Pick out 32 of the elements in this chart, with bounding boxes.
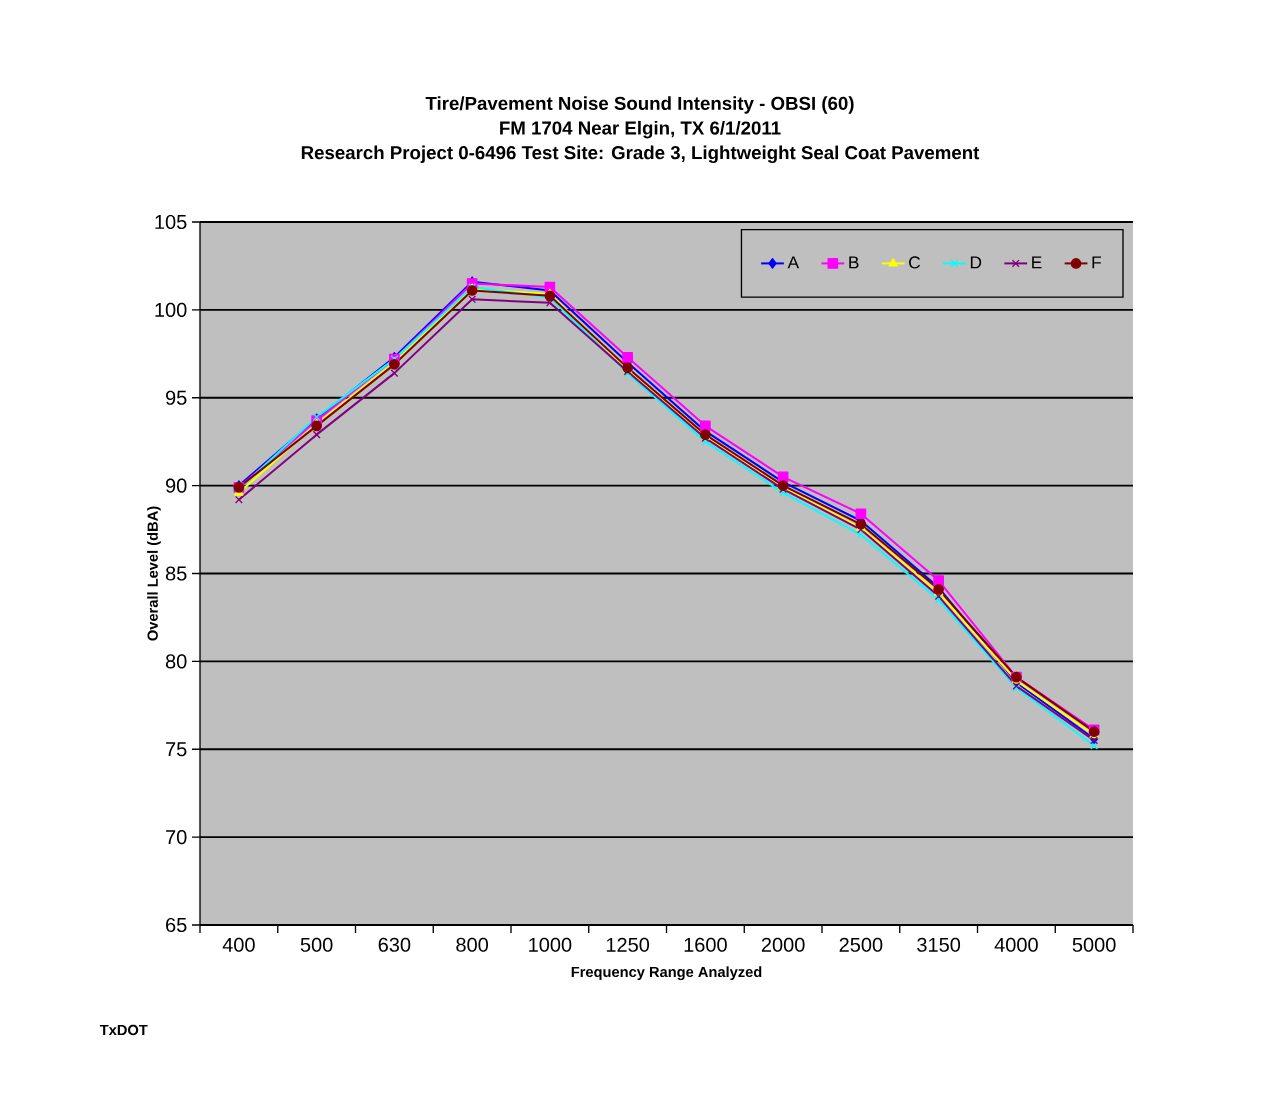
legend-label: C <box>909 256 921 269</box>
chart-title: Tire/Pavement Noise Sound Intensity - OBSI (60) <box>425 96 854 114</box>
y-tick-label: 105 <box>155 214 187 230</box>
x-tick-label: 1250 <box>606 937 650 952</box>
y-axis-title: Overall Level (dBA) <box>147 506 161 641</box>
y-tick-label: 100 <box>155 302 187 317</box>
x-tick-label: 4000 <box>994 937 1038 952</box>
x-tick-label: 800 <box>456 937 489 952</box>
x-tick-label: 630 <box>378 937 411 952</box>
y-tick-label: 85 <box>165 566 187 581</box>
legend-label: B <box>849 256 859 269</box>
legend-label: A <box>787 256 800 269</box>
y-tick-label: 65 <box>166 917 187 933</box>
legend-label: E <box>1032 256 1042 269</box>
y-tick-label: 75 <box>166 742 187 757</box>
y-tick-label: 70 <box>166 830 187 845</box>
x-tick-label: 1600 <box>684 937 727 952</box>
x-tick-label: 500 <box>300 937 333 952</box>
x-tick-label: 1000 <box>529 937 572 952</box>
y-tick-label: 80 <box>165 654 187 669</box>
y-tick-label: 90 <box>165 478 187 493</box>
chart-subtitle: FM 1704 Near Elgin, TX 6/1/2011 Research Project 0-6496 Test Site: Grade 3, Lightweight Seal Coat Pavement <box>301 120 980 164</box>
x-tick-label: 3150 <box>917 937 961 952</box>
x-tick-label: 2500 <box>839 937 883 952</box>
x-axis-title: Frequency Range Analyzed <box>571 966 762 981</box>
legend-label: D <box>970 256 982 269</box>
x-tick-label: 400 <box>222 937 255 952</box>
x-tick-label: 2000 <box>761 937 805 952</box>
y-tick-label: 95 <box>165 390 187 405</box>
legend-label: F <box>1092 256 1101 269</box>
x-tick-label: 5000 <box>1072 937 1116 952</box>
text: TxDOT <box>99 1024 148 1036</box>
